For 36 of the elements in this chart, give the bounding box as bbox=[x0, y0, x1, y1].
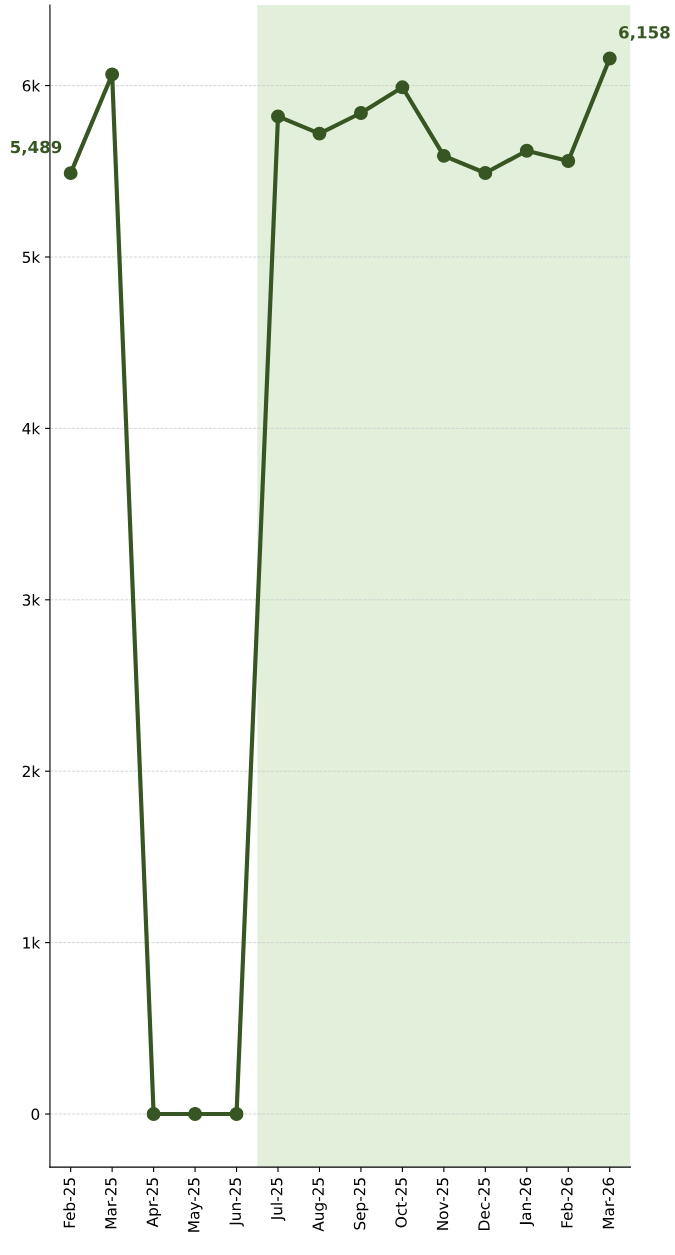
x-tick-label: Aug-25 bbox=[312, 1178, 327, 1232]
point bbox=[519, 143, 534, 158]
x-tick-label: Jun-25 bbox=[229, 1178, 244, 1227]
x-tick-label: Nov-25 bbox=[436, 1178, 449, 1230]
y-tick-label: 3k bbox=[22, 593, 41, 606]
point bbox=[63, 166, 78, 181]
y-tick-label: 4k bbox=[22, 422, 41, 435]
x-tick-label: Feb-25 bbox=[63, 1178, 76, 1228]
x-tick-label: Mar-25 bbox=[105, 1178, 117, 1229]
point bbox=[478, 166, 493, 180]
point bbox=[105, 67, 120, 82]
point bbox=[561, 154, 576, 168]
x-tick-label: Jan-26 bbox=[519, 1177, 535, 1227]
y-tick-label: 2k bbox=[22, 765, 41, 778]
x-tick-label: Jul-25 bbox=[270, 1178, 286, 1222]
point bbox=[353, 106, 368, 120]
point bbox=[436, 148, 451, 163]
y-tick-label: 6k bbox=[22, 79, 41, 92]
point bbox=[312, 126, 327, 141]
y-tick-label: 1k bbox=[23, 936, 41, 949]
x-tick-label: Sep-25 bbox=[353, 1178, 369, 1230]
point bbox=[188, 1107, 203, 1121]
point bbox=[395, 80, 410, 95]
x-tick-label: Dec-25 bbox=[478, 1178, 490, 1230]
x-tick-label: Oct-25 bbox=[395, 1178, 407, 1228]
x-tick-label: Apr-25 bbox=[146, 1178, 161, 1228]
x-tick-label: May-25 bbox=[187, 1178, 203, 1232]
point bbox=[146, 1107, 161, 1121]
y-tick-label: 0 bbox=[31, 1108, 40, 1121]
point bbox=[271, 109, 285, 124]
y-tick-label: 5k bbox=[22, 251, 41, 264]
x-tick-label: Feb-26 bbox=[560, 1177, 573, 1228]
point bbox=[602, 51, 617, 66]
data-label: 6,158 bbox=[619, 26, 670, 41]
point bbox=[229, 1107, 244, 1121]
x-tick-label: Mar-26 bbox=[602, 1177, 615, 1229]
